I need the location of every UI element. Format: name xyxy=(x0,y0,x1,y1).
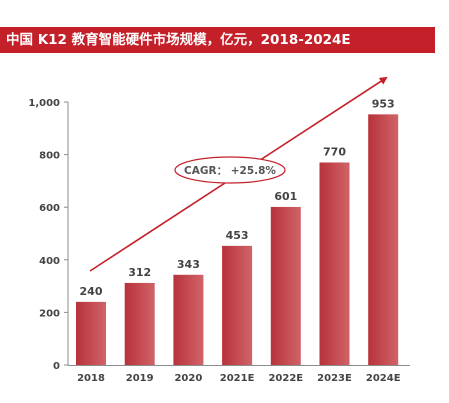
value-label: 240 xyxy=(80,285,103,298)
value-label: 953 xyxy=(372,97,395,110)
x-tick-label: 2020 xyxy=(174,373,202,384)
bar-2018 xyxy=(76,301,106,365)
value-label: 770 xyxy=(323,145,346,158)
bar-2022E xyxy=(270,206,301,365)
cagr-callout-ellipse xyxy=(174,156,286,184)
value-label: 312 xyxy=(128,266,151,279)
value-label: 601 xyxy=(274,190,297,203)
bar-2021E xyxy=(222,245,253,365)
bar-2020 xyxy=(173,274,204,365)
y-tick-label: 600 xyxy=(39,203,60,214)
cagr-label: CAGR： +25.8% xyxy=(184,165,276,177)
y-tick-label: 200 xyxy=(39,308,60,319)
x-tick-label: 2019 xyxy=(126,373,154,384)
chart-title: 中国 K12 教育智能硬件市场规模，亿元，2018-2024E xyxy=(6,32,351,48)
x-tick-label: 2024E xyxy=(366,373,401,384)
bar-2019 xyxy=(124,282,155,365)
y-tick-label: 0 xyxy=(53,361,60,372)
x-tick-label: 2021E xyxy=(220,373,255,384)
title-bar: 中国 K12 教育智能硬件市场规模，亿元，2018-2024E xyxy=(0,27,435,53)
bar-2023E xyxy=(319,162,350,365)
x-tick-label: 2023E xyxy=(317,373,352,384)
y-tick-label: 1,000 xyxy=(28,98,60,109)
bar-2024E xyxy=(368,114,399,366)
y-tick-label: 400 xyxy=(39,256,60,267)
x-tick-label: 2022E xyxy=(268,373,303,384)
value-label: 343 xyxy=(177,258,200,271)
value-label: 453 xyxy=(226,229,249,242)
y-tick-label: 800 xyxy=(39,151,60,162)
x-tick-label: 2018 xyxy=(77,373,105,384)
